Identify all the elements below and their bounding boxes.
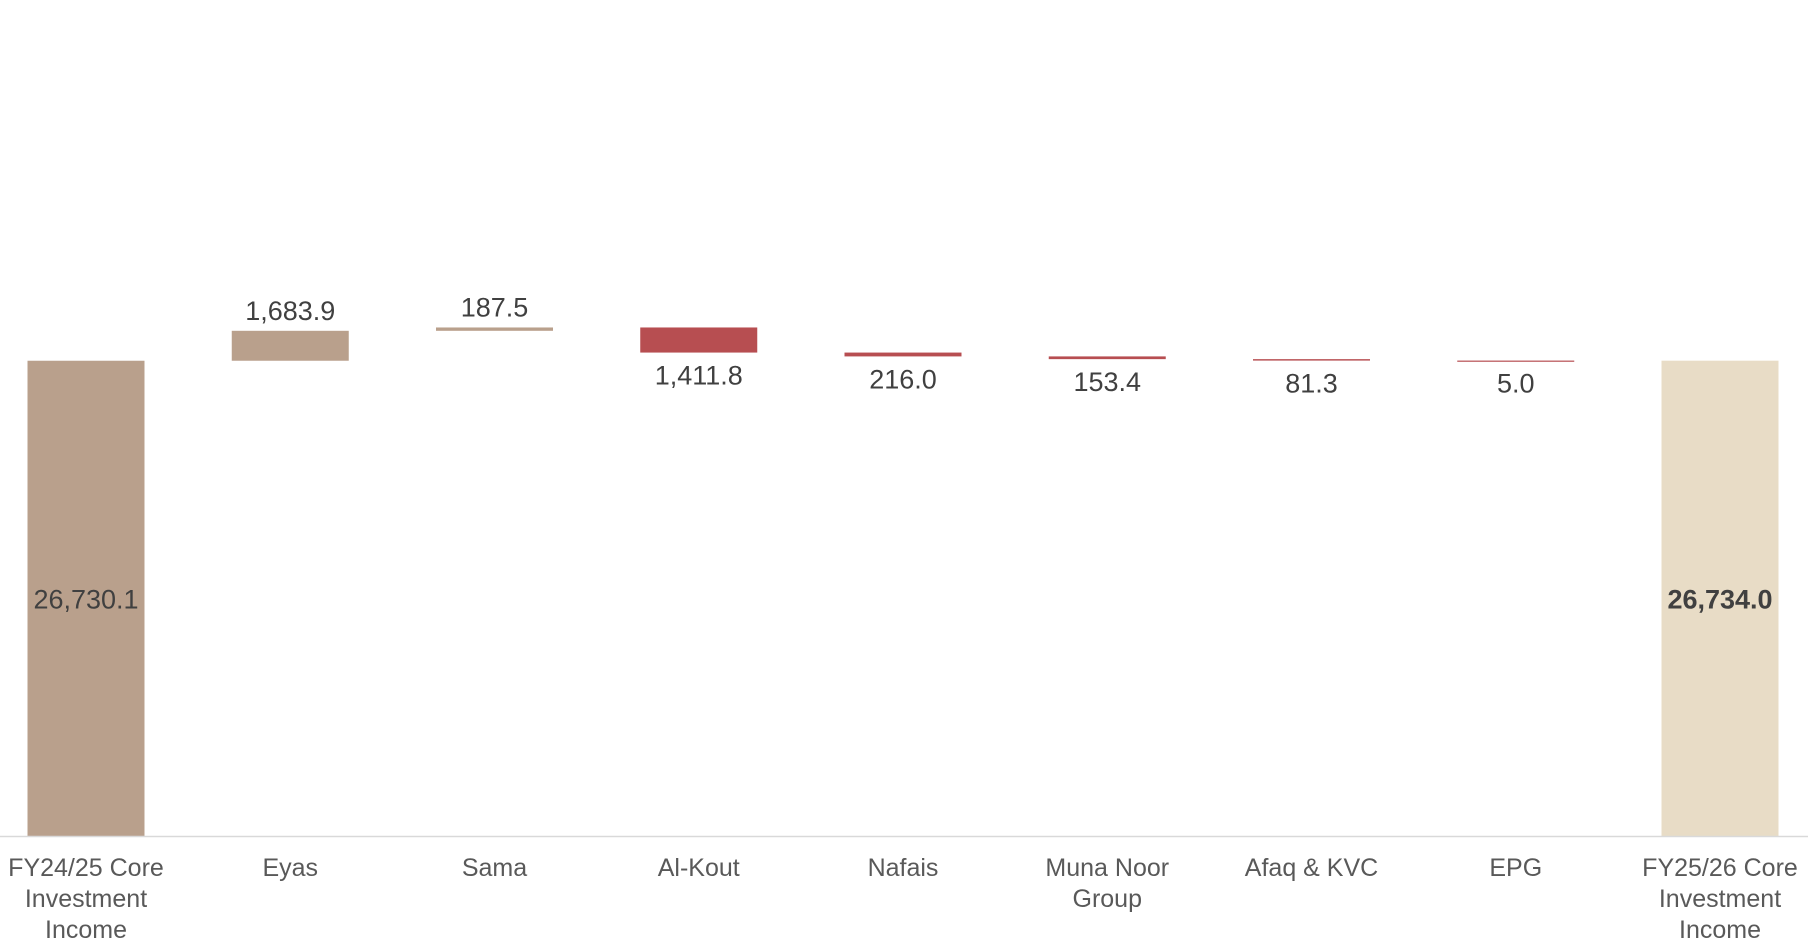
bar-5: [1048, 356, 1166, 360]
bar-3: [640, 327, 758, 353]
value-label-5: 153.4: [1073, 367, 1141, 397]
value-label-1: 1,683.9: [245, 296, 335, 326]
category-label-line: Eyas: [262, 854, 318, 882]
category-label-line: Income: [1679, 916, 1761, 941]
category-label-line: Income: [45, 916, 127, 941]
category-label-7: EPG: [1489, 854, 1542, 882]
category-label-2: Sama: [462, 854, 527, 882]
category-label-line: Nafais: [868, 854, 939, 882]
category-label-line: Investment: [25, 885, 147, 913]
value-label-2: 187.5: [461, 292, 529, 322]
bars-group: [27, 327, 1779, 836]
category-label-0: FY24/25 Core Investment Income: [8, 854, 164, 941]
category-label-line: Afaq & KVC: [1245, 854, 1378, 882]
value-labels-group: 26,730.1 1,683.9 187.5 1,411.8 216.0 153.4 81.…: [33, 292, 1772, 614]
value-label-0: 26,730.1: [33, 584, 138, 614]
value-label-7: 5.0: [1497, 369, 1535, 399]
category-label-line: Muna Noor: [1045, 854, 1169, 882]
value-label-6: 81.3: [1285, 369, 1338, 399]
bar-0: [27, 360, 145, 836]
bar-2: [436, 327, 553, 331]
category-label-8: FY25/26 Core Investment Income: [1642, 854, 1798, 941]
value-label-8: 26,734.0: [1667, 584, 1772, 614]
category-label-line: Sama: [462, 854, 527, 882]
bar-6: [1253, 359, 1370, 361]
category-label-4: Nafais: [868, 854, 939, 882]
category-label-line: Group: [1073, 885, 1142, 913]
bar-1: [231, 330, 349, 361]
category-label-line: FY25/26 Core: [1642, 854, 1798, 882]
value-label-3: 1,411.8: [655, 361, 743, 391]
category-label-1: Eyas: [262, 854, 318, 882]
bar-4: [844, 352, 962, 357]
category-label-line: Al-Kout: [658, 854, 740, 882]
category-label-5: Muna Noor Group: [1045, 854, 1169, 913]
bar-8: [1661, 360, 1779, 836]
category-label-line: Investment: [1659, 885, 1781, 913]
bar-7: [1457, 360, 1575, 362]
category-label-3: Al-Kout: [658, 854, 740, 882]
category-labels-group: FY24/25 Core Investment Income Eyas Sama Al-K…: [8, 854, 1798, 941]
value-label-4: 216.0: [869, 364, 937, 394]
category-label-6: Afaq & KVC: [1245, 854, 1378, 882]
category-label-line: FY24/25 Core: [8, 854, 164, 882]
category-label-line: EPG: [1489, 854, 1542, 882]
